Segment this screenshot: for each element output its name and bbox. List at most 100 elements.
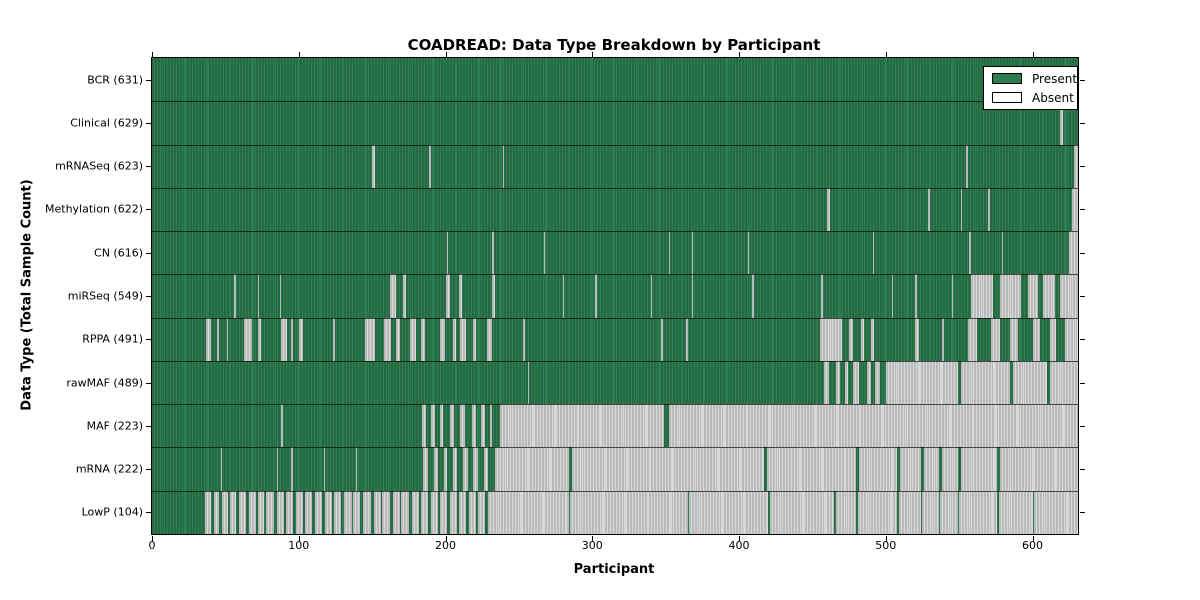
absent-segment	[991, 317, 1001, 361]
absent-segment	[229, 490, 236, 534]
x-axis-label: Participant	[573, 562, 655, 577]
absent-segment	[392, 490, 400, 534]
absent-segment	[747, 231, 750, 275]
legend-swatch-present	[992, 73, 1022, 84]
absent-segment	[463, 447, 468, 491]
absent-segment	[410, 317, 417, 361]
absent-segment	[923, 447, 939, 491]
absent-segment	[928, 187, 930, 232]
absent-segment	[543, 231, 546, 275]
absent-segment	[1013, 360, 1048, 405]
absent-segment	[844, 360, 848, 405]
absent-segment	[1073, 144, 1078, 188]
absent-segment	[429, 144, 431, 188]
x-tick	[885, 51, 887, 57]
x-tick-label: 600	[1022, 539, 1043, 552]
y-tick-label-cn: CN (616)	[94, 246, 143, 260]
absent-segment	[281, 317, 287, 361]
absent-segment	[257, 274, 260, 318]
absent-segment	[420, 490, 428, 534]
y-tick	[145, 296, 151, 297]
absent-segment	[960, 447, 998, 491]
absent-segment	[430, 404, 436, 448]
x-tick	[739, 535, 740, 541]
absent-segment	[473, 317, 477, 361]
absent-segment	[1000, 274, 1021, 318]
legend: Present Absent	[983, 66, 1078, 110]
absent-segment	[661, 317, 663, 361]
absent-segment	[853, 360, 860, 405]
absent-segment	[433, 447, 439, 491]
absent-segment	[960, 187, 963, 232]
absent-segment	[291, 317, 293, 361]
absent-segment	[445, 274, 450, 318]
row-divider	[152, 274, 1078, 276]
row-divider	[152, 187, 1078, 189]
absent-segment	[872, 231, 874, 275]
absent-segment	[824, 360, 829, 405]
absent-segment	[439, 404, 443, 448]
absent-segment	[222, 490, 229, 534]
absent-segment	[285, 490, 293, 534]
absent-segment	[444, 447, 447, 491]
y-tick	[145, 122, 151, 124]
absent-segment	[959, 490, 998, 534]
row-methylation	[152, 187, 1078, 232]
x-tick	[592, 51, 594, 57]
absent-segment	[395, 317, 400, 361]
absent-segment	[473, 447, 478, 491]
y-tick	[1079, 512, 1085, 514]
legend-entry-present: Present	[984, 71, 1077, 87]
y-tick	[1079, 425, 1085, 427]
row-divider	[152, 317, 1078, 319]
absent-segment	[967, 317, 977, 361]
absent-segment	[1001, 231, 1004, 275]
absent-segment	[692, 231, 694, 275]
absent-segment	[1042, 274, 1055, 318]
y-tick	[145, 79, 151, 81]
absent-segment	[452, 447, 458, 491]
absent-segment	[411, 490, 420, 534]
y-tick	[145, 252, 151, 254]
row-divider	[152, 231, 1078, 233]
absent-segment	[752, 274, 754, 318]
absent-segment	[420, 317, 425, 361]
absent-segment	[257, 317, 261, 361]
y-tick	[1079, 122, 1085, 124]
row-lowp	[152, 490, 1078, 534]
absent-segment	[439, 490, 447, 534]
absent-segment	[492, 231, 494, 275]
x-tick-label: 200	[435, 539, 456, 552]
absent-segment	[314, 490, 323, 534]
absent-segment	[458, 490, 467, 534]
y-tick	[1079, 252, 1085, 254]
x-tick-label: 400	[728, 539, 750, 552]
absent-segment	[276, 490, 285, 534]
absent-segment	[668, 231, 671, 275]
row-cn	[152, 231, 1078, 275]
absent-segment	[571, 447, 764, 491]
legend-swatch-absent	[992, 92, 1022, 103]
absent-segment	[523, 317, 525, 361]
absent-segment	[204, 490, 211, 534]
absent-segment	[1072, 187, 1078, 232]
y-tick-label-lowp: LowP (104)	[81, 505, 143, 519]
absent-segment	[333, 490, 342, 534]
row-clinical	[152, 101, 1078, 145]
absent-segment	[460, 404, 465, 448]
y-tick	[145, 382, 151, 384]
x-tick	[298, 535, 300, 541]
absent-segment	[291, 447, 293, 491]
absent-segment	[891, 274, 894, 318]
absent-segment	[257, 490, 264, 534]
row-mrna	[152, 447, 1078, 491]
row-divider	[152, 144, 1078, 146]
absent-segment	[1028, 274, 1039, 318]
y-tick	[145, 209, 151, 211]
absent-segment	[486, 317, 493, 361]
absent-segment	[483, 447, 489, 491]
absent-segment	[401, 490, 409, 534]
absent-segment	[423, 447, 428, 491]
y-tick-label-mirseq: miRSeq (549)	[67, 289, 143, 303]
absent-segment	[372, 144, 376, 188]
